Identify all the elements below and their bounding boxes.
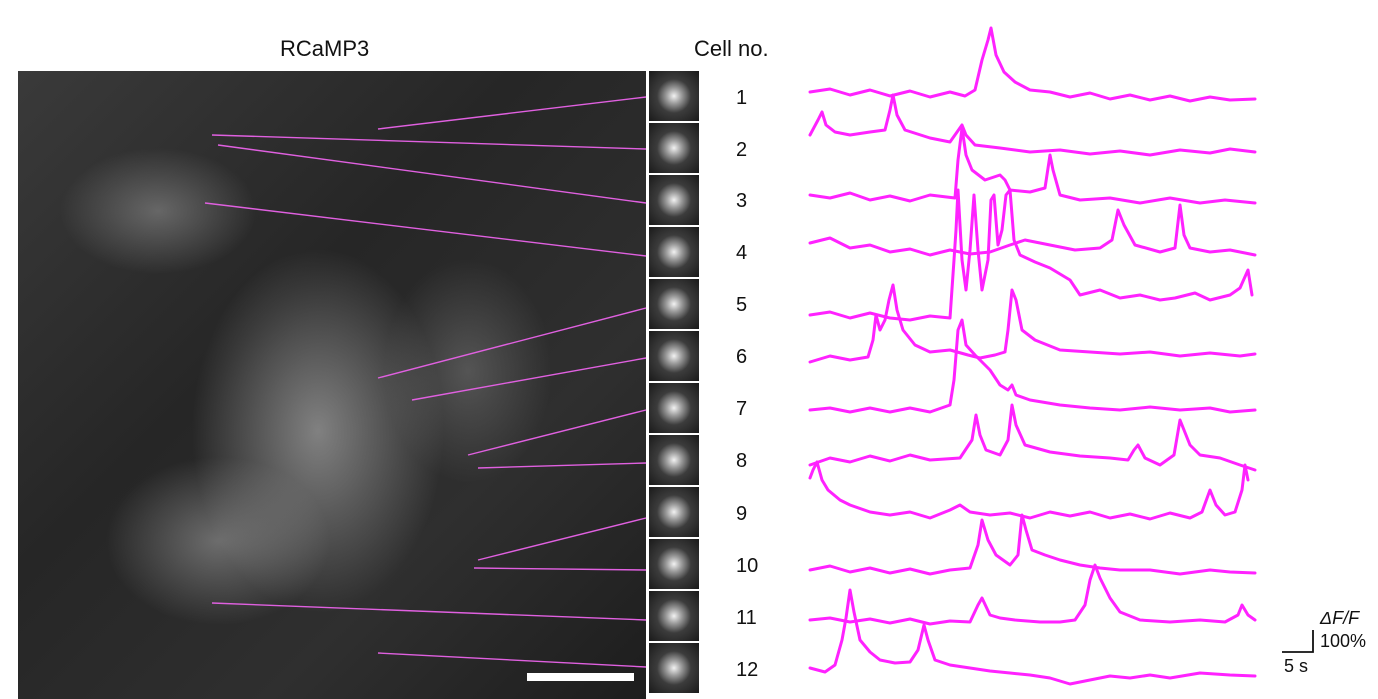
cell-number-label: 10 [736,555,759,577]
cell-number-label: 5 [736,294,748,316]
trace-cell-8 [808,403,1257,472]
trace-cell-1 [808,26,1257,103]
dff-scale-bar [1282,630,1314,653]
time-scale-label: 5 s [1284,656,1309,676]
trace-cell-6 [808,283,1257,364]
trace-cell-5 [808,188,1254,322]
rcamp3-micrograph [18,71,646,699]
cell-thumbnail [649,71,699,121]
trace-cell-12 [808,588,1257,686]
cell-thumbnail [649,539,699,589]
cell-number-label: 12 [736,659,759,681]
cell-thumbnail [649,227,699,277]
cell-thumbnail [649,643,699,693]
dff-scale-label: ΔF/F [1320,608,1360,628]
cell-number-label: 6 [736,346,748,368]
cell-thumbnail [649,123,699,173]
cell-number-label: 9 [736,503,748,525]
cell-number-label: 1 [736,87,748,109]
calcium-traces [808,26,1257,686]
dff-scale-value: 100% [1320,631,1367,651]
cell-thumbnail-strip [648,71,700,699]
pointer-lines [204,96,647,668]
micrograph-scale-bar [527,673,634,681]
cell-thumbnail [649,591,699,641]
cell-number-label: 3 [736,190,748,212]
cell-number-label: 8 [736,450,748,472]
trace-cell-3 [808,126,1257,205]
trace-cell-9 [808,460,1250,521]
micrograph-title: RCaMP3 [280,36,370,61]
cell-number-label: 11 [736,607,757,629]
trace-cell-10 [808,513,1257,576]
cell-thumbnail [649,331,699,381]
cell-thumbnail [649,435,699,485]
cell-thumbnail [649,279,699,329]
cell-number-label: 2 [736,139,748,161]
cell-thumbnail [649,487,699,537]
cell-number-label: 7 [736,398,748,420]
trace-cell-4 [808,203,1257,257]
trace-cell-2 [808,93,1257,157]
cell-thumbnail [649,383,699,433]
trace-cell-7 [808,318,1257,414]
trace-cell-11 [808,563,1257,626]
cell-thumbnail [649,175,699,225]
cell-number-title: Cell no. [694,36,769,61]
cell-number-label: 4 [736,242,748,264]
